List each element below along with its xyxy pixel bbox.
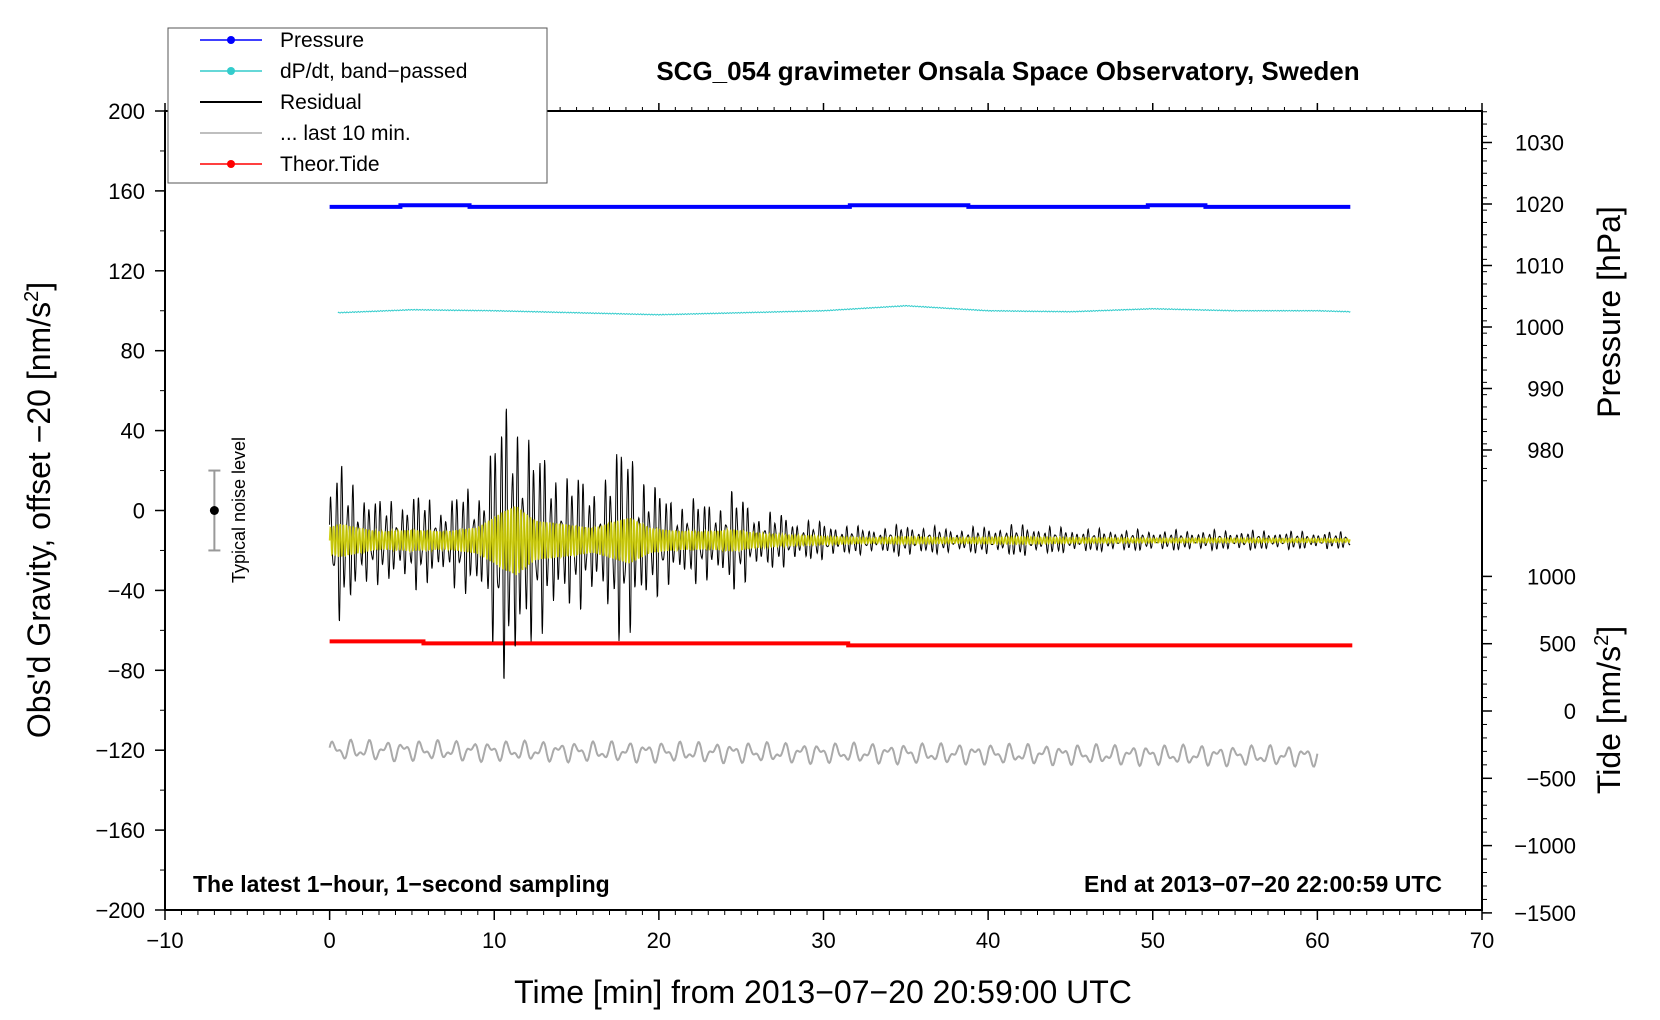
- y-tick-labels: −200 −160 −120 −80 −40 0 40 80 120 160 200: [95, 99, 145, 923]
- tide-tick-label: 1000: [1527, 564, 1576, 589]
- y-tick-label: −200: [95, 898, 145, 923]
- tide-tick-label: 500: [1539, 632, 1576, 657]
- series-pressure: [329, 203, 1351, 209]
- pressure-axis-label: Pressure [hPa]: [1591, 206, 1627, 418]
- legend-label-3: ... last 10 min.: [280, 122, 411, 145]
- series-residual-filtered: [328, 506, 1351, 576]
- y-tick-label: 80: [121, 339, 145, 364]
- pressure-tick-label: 990: [1527, 377, 1564, 402]
- tide-axis-label: Tide [nm/s2]: [1591, 626, 1627, 794]
- pressure-tick-label: 980: [1527, 438, 1564, 463]
- legend-marker-1: [227, 67, 235, 75]
- end-time-annotation: End at 2013−07−20 22:00:59 UTC: [1084, 871, 1442, 897]
- x-tick-label: 70: [1470, 928, 1494, 953]
- pressure-tick-label: 1000: [1515, 315, 1564, 340]
- series-last-10-min: [328, 738, 1319, 768]
- y-tick-label: −40: [108, 578, 145, 603]
- x-tick-labels: −10 0 10 20 30 40 50 60 70: [146, 928, 1494, 953]
- y-tick-label: 120: [108, 259, 145, 284]
- x-tick-label: −10: [146, 928, 183, 953]
- y-tick-label: −80: [108, 658, 145, 683]
- pressure-tick-label: 1030: [1515, 131, 1564, 156]
- x-tick-label: 0: [324, 928, 336, 953]
- x-tick-label: 10: [482, 928, 506, 953]
- tide-tick-label: −500: [1526, 766, 1576, 791]
- series-tide: [329, 639, 1353, 648]
- y-tick-label: 40: [121, 419, 145, 444]
- legend-marker-4: [227, 160, 235, 168]
- series-layer: [328, 203, 1353, 768]
- pressure-tick-labels: 980 990 1000 1010 1020 1030: [1515, 131, 1564, 464]
- x-tick-label: 30: [811, 928, 835, 953]
- tide-tick-label: −1000: [1514, 834, 1576, 859]
- x-tick-label: 50: [1141, 928, 1165, 953]
- y-tick-label: 0: [133, 499, 145, 524]
- legend: Pressure dP/dt, band−passed Residual ... la…: [167, 27, 548, 184]
- tide-tick-label: 0: [1564, 699, 1576, 724]
- sampling-annotation: The latest 1−hour, 1−second sampling: [193, 871, 610, 897]
- noise-level-bar: [208, 469, 221, 552]
- y-axis-label: Obs'd Gravity, offset −20 [nm/s2]: [21, 282, 57, 738]
- x-axis-label: Time [min] from 2013−07−20 20:59:00 UTC: [514, 974, 1132, 1010]
- legend-label-1: dP/dt, band−passed: [280, 60, 467, 83]
- tide-tick-label: −1500: [1514, 901, 1576, 926]
- chart-title: SCG_054 gravimeter Onsala Space Observat…: [656, 56, 1359, 86]
- tide-tick-labels: −1500 −1000 −500 0 500 1000: [1514, 564, 1576, 926]
- y-tick-label: 200: [108, 99, 145, 124]
- legend-label-0: Pressure: [280, 29, 364, 52]
- y-tick-label: −160: [95, 818, 145, 843]
- legend-box: [167, 27, 548, 184]
- legend-label-4: Theor.Tide: [280, 153, 380, 176]
- y-tick-label: −120: [95, 738, 145, 763]
- x-tick-label: 40: [976, 928, 1000, 953]
- plot-frame: [164, 110, 1483, 911]
- noise-level-label: Typical noise level: [229, 437, 249, 583]
- noise-bar-center: [209, 506, 219, 515]
- series-dpdt: [337, 304, 1351, 316]
- x-tick-label: 60: [1305, 928, 1329, 953]
- legend-label-2: Residual: [280, 91, 362, 114]
- pressure-tick-label: 1020: [1515, 192, 1564, 217]
- axis-ticks: [155, 103, 1492, 920]
- y-tick-label: 160: [108, 179, 145, 204]
- pressure-tick-label: 1010: [1515, 254, 1564, 279]
- legend-marker-0: [227, 36, 235, 44]
- x-tick-label: 20: [647, 928, 671, 953]
